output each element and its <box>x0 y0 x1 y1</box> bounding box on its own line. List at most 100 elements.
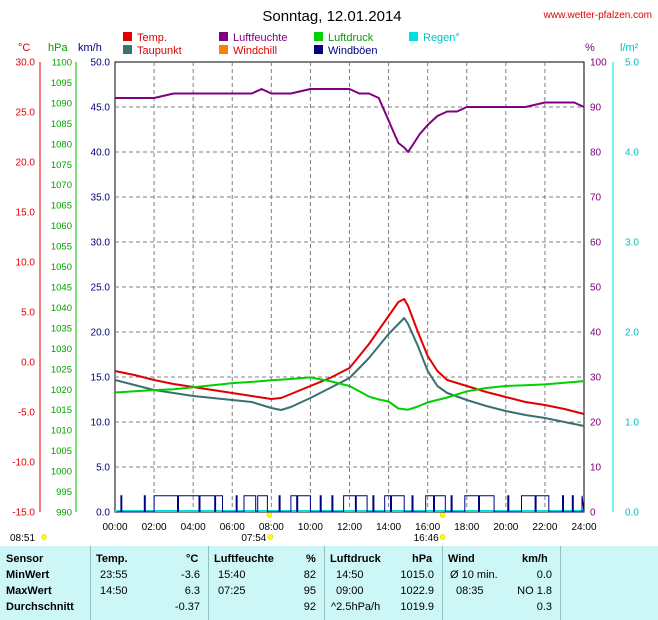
series-luftfeuchte <box>115 88 585 153</box>
x-tick-label: 12:00 <box>337 522 362 533</box>
legend-swatch-temp <box>123 32 132 41</box>
humidity-tick-label: 60 <box>590 238 602 249</box>
pressure-tick-label: 995 <box>56 487 72 498</box>
pressure-tick-label: 1085 <box>51 119 72 130</box>
temp-tick-label: -5.0 <box>18 408 36 419</box>
temp-tick-label: 15.0 <box>16 208 36 219</box>
legend-swatch-regen <box>409 32 418 41</box>
legend-item-taupunkt: Taupunkt <box>123 45 182 57</box>
legend-label-temp: Temp. <box>137 32 167 44</box>
temp-tick-label: 10.0 <box>16 258 36 269</box>
wind-tick-label: 20.0 <box>91 328 111 339</box>
x-tick-label: 10:00 <box>298 522 323 533</box>
pressure-tick-label: 1095 <box>51 78 72 89</box>
header-wind-unit: km/h <box>522 553 548 565</box>
pressure-tick-label: 1100 <box>52 58 72 69</box>
series-taupunkt <box>114 317 585 427</box>
legend-item-windboeen: Windböen <box>314 45 378 57</box>
humidity-tick-label: 20 <box>590 418 602 429</box>
max-hum-value: 95 <box>303 585 316 597</box>
prev-sunrise-label: 08:51 <box>10 533 35 544</box>
temp-tick-label: 20.0 <box>16 158 36 169</box>
legend: Temp. Luftfeuchte Luftdruck Regen° Taupu… <box>123 32 460 57</box>
pressure-tick-label: 1050 <box>51 262 72 273</box>
pressure-tick-label: 1010 <box>51 426 72 437</box>
pressure-tick-label: 1000 <box>51 467 72 478</box>
humidity-tick-label: 90 <box>590 103 602 114</box>
legend-item-windchill: Windchill <box>219 45 277 57</box>
pressure-tick-label: 1045 <box>51 283 72 294</box>
rain-tick-label: 4.0 <box>625 148 639 159</box>
rain-unit: l/m² <box>620 42 639 54</box>
humidity-tick-label: 30 <box>590 373 602 384</box>
legend-swatch-luftdruck <box>314 32 323 41</box>
legend-item-luftfeuchte: Luftfeuchte <box>219 32 287 44</box>
legend-label-luftdruck: Luftdruck <box>328 32 374 44</box>
x-tick-label: 16:00 <box>415 522 440 533</box>
x-tick-label: 18:00 <box>454 522 479 533</box>
temp-unit: °C <box>18 42 30 54</box>
legend-label-windchill: Windchill <box>233 45 277 57</box>
pressure-tick-label: 1035 <box>51 323 72 334</box>
table-divider <box>560 546 561 620</box>
legend-label-windboeen: Windböen <box>328 45 378 57</box>
humidity-tick-label: 80 <box>590 148 602 159</box>
min-press-time: 14:50 <box>336 569 364 581</box>
header-temp-unit: °C <box>186 553 199 565</box>
pressure-tick-label: 1020 <box>51 385 72 396</box>
legend-label-taupunkt: Taupunkt <box>137 45 182 57</box>
humidity-tick-label: 40 <box>590 328 602 339</box>
rain-tick-label: 2.0 <box>625 328 639 339</box>
table-divider <box>324 546 325 620</box>
header-hum-unit: % <box>306 553 316 565</box>
legend-label-luftfeuchte: Luftfeuchte <box>233 32 287 44</box>
x-tick-label: 06:00 <box>220 522 245 533</box>
pressure-tick-label: 1030 <box>51 344 72 355</box>
table-divider <box>208 546 209 620</box>
table-divider <box>90 546 91 620</box>
max-temp-time: 14:50 <box>100 585 128 597</box>
x-tick-label: 08:00 <box>259 522 284 533</box>
wind-tick-label: 5.0 <box>96 463 110 474</box>
legend-item-regen: Regen° <box>409 32 460 44</box>
pressure-trend: ^2.5hPa/h <box>331 601 381 613</box>
temp-tick-label: 30.0 <box>16 58 36 69</box>
rain-tick-label: 1.0 <box>625 418 639 429</box>
site-url: www.wetter-pfalzen.com <box>543 10 652 21</box>
wind-tick-label: 10.0 <box>91 418 111 429</box>
rain-tick-label: 5.0 <box>625 58 639 69</box>
pressure-tick-label: 1080 <box>51 139 72 150</box>
max-temp-value: 6.3 <box>184 585 200 597</box>
min-temp-time: 23:55 <box>100 569 128 581</box>
avg-wind-value: 0.3 <box>536 601 552 613</box>
series-windboeen <box>117 495 585 513</box>
temp-tick-label: -10.0 <box>12 458 35 469</box>
wind-tick-label: 30.0 <box>91 238 111 249</box>
row-label-min: MinWert <box>6 569 50 581</box>
humidity-tick-label: 70 <box>590 193 602 204</box>
wind-tick-label: 0.0 <box>96 508 110 519</box>
wind-tick-label: 50.0 <box>91 58 111 69</box>
wind-unit: km/h <box>78 42 102 54</box>
series-lines <box>114 88 585 513</box>
temp-tick-label: 0.0 <box>21 358 35 369</box>
chart-svg: Sonntag, 12.01.2014 www.wetter-pfalzen.c… <box>10 8 652 544</box>
header-wind: Wind <box>448 553 475 565</box>
pressure-tick-label: 1075 <box>51 160 72 171</box>
legend-swatch-windboeen <box>314 45 323 54</box>
avg-hum-value: 92 <box>303 601 316 613</box>
max-hum-time: 07:25 <box>218 585 246 597</box>
series-temp <box>114 298 585 415</box>
legend-label-regen: Regen° <box>423 32 460 44</box>
min-hum-value: 82 <box>303 569 316 581</box>
avg-press-value: 1019.9 <box>400 601 434 613</box>
header-temp: Temp. <box>96 553 128 565</box>
rain-tick-label: 0.0 <box>625 508 639 519</box>
header-press-unit: hPa <box>412 553 433 565</box>
humidity-tick-label: 10 <box>590 463 602 474</box>
x-tick-label: 20:00 <box>493 522 518 533</box>
axes: 00:00 02:00 04:00 06:00 08:00 10:00 12:00 14:00… <box>12 58 639 534</box>
min-wind-value: 0.0 <box>536 569 552 581</box>
x-tick-label: 24:00 <box>571 522 596 533</box>
max-wind-time: 08:35 <box>456 585 484 597</box>
